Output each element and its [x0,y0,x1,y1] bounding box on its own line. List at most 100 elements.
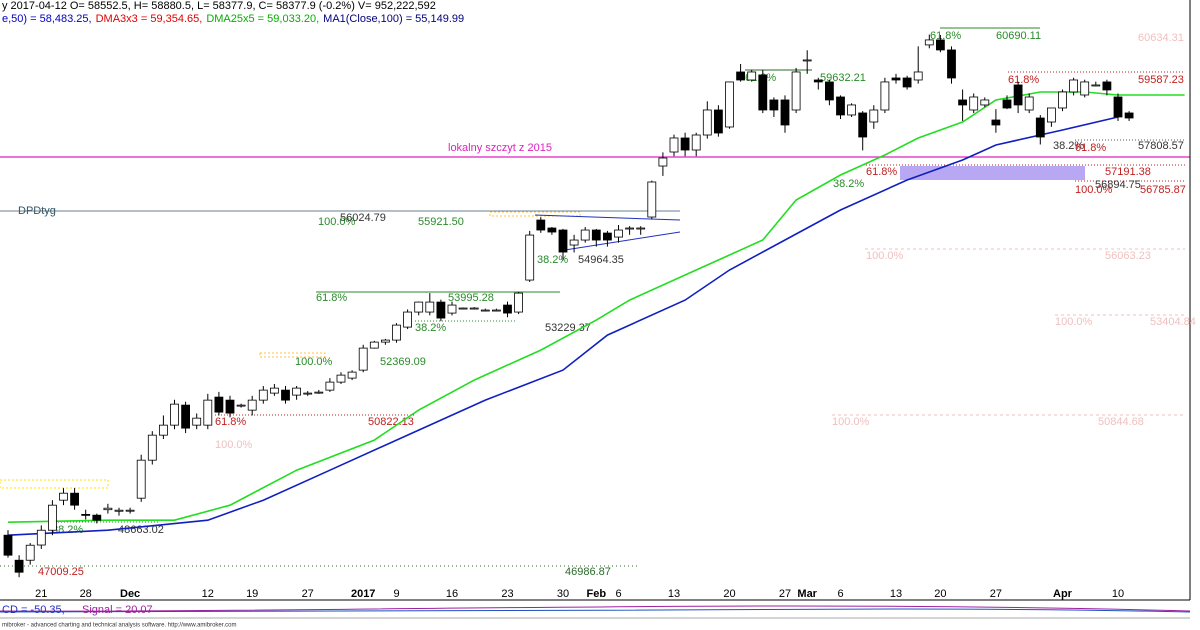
annotation: 52369.09 [380,356,426,368]
candle-body [1069,79,1078,93]
annotation: 100.0% [215,439,253,451]
candle-body [292,387,302,396]
candle-body [158,424,168,436]
candle-body [181,404,191,429]
candle-body [636,227,646,230]
candle-body [669,137,679,153]
candle-body [1002,99,1012,109]
zone [900,166,1085,180]
x-tick-label: 27 [779,588,791,600]
annotation: 61.8% [316,292,347,304]
annotation: 100.0% [1055,316,1093,328]
annotation: 60690.11 [996,30,1041,42]
candle-body [813,79,823,83]
candle-body [1047,107,1056,123]
annotation: 38.2% [1053,140,1084,152]
annotation: 53229.37 [545,322,591,334]
candle-body [969,96,979,111]
candle-body [81,513,91,516]
candle-body [3,534,13,556]
annotation: 100.0% [1075,184,1113,196]
candle-body [958,99,967,106]
candle-body [514,292,523,313]
candle-body [247,399,257,411]
candle-body [14,559,24,573]
annotation: 54964.35 [578,254,624,266]
candle-body [1124,112,1134,119]
candle-body [447,304,457,314]
x-tick-label: 12 [202,588,214,600]
x-tick-label: 23 [501,588,513,600]
candle-body [825,81,834,101]
annotation: 57808.57 [1138,140,1184,152]
header-line: y 2017-04-12 O= 58552.5, H= 58880.5, L= … [2,0,436,12]
plot [3,34,1185,578]
candle-body [569,239,579,246]
candle-body [147,434,157,461]
x-tick-label: Feb [587,588,607,600]
candle-body [491,309,501,312]
candle-body [36,529,46,546]
annotation: 56063.23 [1105,250,1151,262]
header-part: DMA25x5 = 59,033.20, [206,13,319,25]
candle-body [591,229,601,241]
x-tick-label: 21 [35,588,47,600]
candle-body [258,389,268,401]
candle-body [747,71,757,81]
candle-body [136,459,146,499]
x-tick-label: 30 [557,588,569,600]
candle-body [1091,84,1101,87]
signal-line [0,608,1191,613]
candle-body [913,71,923,81]
annotation: 100.0% [318,216,356,228]
candle-body [702,109,712,136]
annotation: 50822.13 [368,416,414,428]
candle-body [547,227,557,233]
x-tick-label: 27 [990,588,1002,600]
candle-body [480,309,490,312]
candle-body [714,109,723,134]
candle-body [658,157,668,167]
annotation: 47009.25 [38,566,84,578]
candle-body [403,311,413,328]
candle-body [458,307,468,310]
candle-body [125,509,135,512]
annotation: 57191.38 [1105,166,1151,178]
annotation: 100.0% [832,416,870,428]
candle-body [225,399,235,414]
annotation: 59632.21 [820,72,866,84]
candle-body [114,509,124,512]
candle-body [214,396,224,413]
candle-body [281,389,290,401]
x-tick-label: 27 [302,588,314,600]
candle-body [647,181,657,218]
candle-body [869,109,879,123]
annotation: 60634.31 [1138,32,1184,44]
ma-line [7,116,1119,536]
candle-body [1013,84,1023,106]
x-tick-label: 20 [934,588,946,600]
annotation: 61.8% [1008,74,1039,86]
candle-body [70,492,79,506]
candle-body [858,112,868,138]
annotation: 38.2% [537,254,568,266]
annotation: 61.8% [866,166,897,178]
candle-body [736,71,745,81]
candle-body [924,39,934,46]
band [259,352,326,358]
candle-body [891,77,901,81]
candle-body [469,307,479,310]
annotation: 53404.84 [1150,316,1196,328]
candle-body [1058,91,1067,109]
trend-line [564,231,681,251]
trend-line [534,214,681,221]
candle-body [1080,81,1090,96]
annotation: 56785.87 [1140,184,1186,196]
x-tick-label: 20 [723,588,735,600]
x-tick-label: 6 [837,588,843,600]
candle-body [847,104,856,116]
x-tick-label: 19 [246,588,258,600]
candle-body [614,229,623,238]
